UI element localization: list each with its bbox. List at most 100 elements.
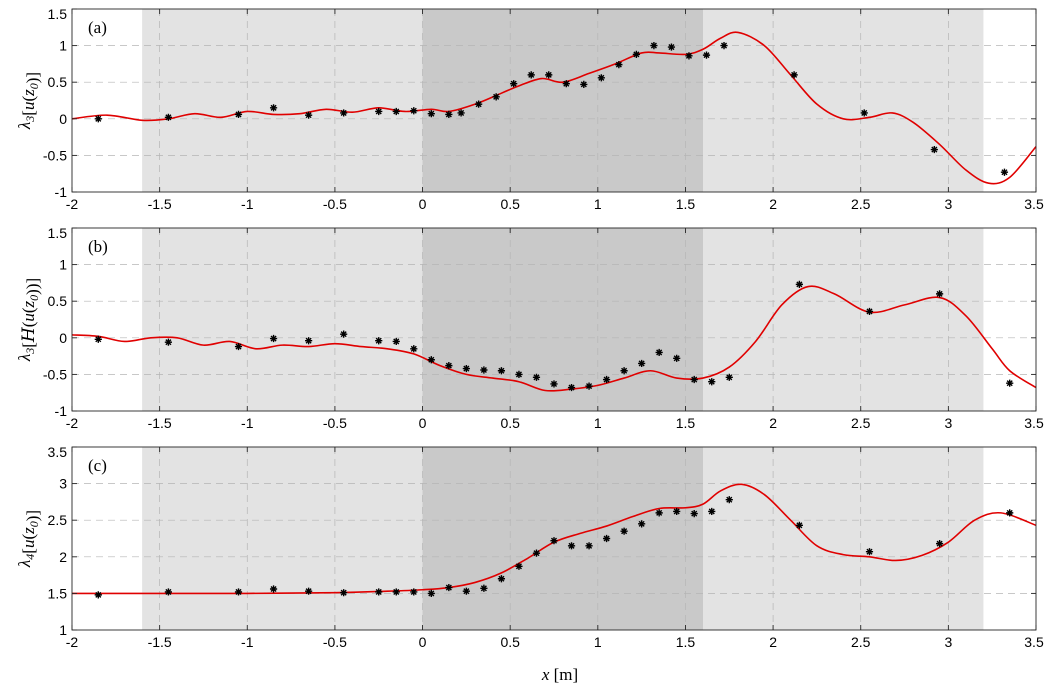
data-point-marker [545, 71, 553, 79]
data-point-marker [1006, 379, 1014, 387]
x-tick-label: -2 [66, 196, 79, 212]
axes-frame [71, 8, 1037, 193]
y-tick-label: 3 [59, 476, 67, 492]
data-point-marker [427, 110, 435, 118]
data-point-marker [790, 71, 798, 79]
x-tick-label: 1.5 [676, 196, 696, 212]
y-tick-label: -1 [55, 184, 68, 200]
y-tick-label: 1 [59, 622, 67, 638]
data-point-marker [725, 373, 733, 381]
data-point-marker [602, 534, 611, 543]
data-point-marker [410, 107, 418, 115]
y-tick-label: 0.5 [48, 74, 68, 90]
x-tick-label: 1.5 [676, 415, 696, 431]
data-point-marker [597, 74, 605, 82]
data-point-marker [515, 562, 523, 570]
y-axis-label: λ3[H(u(z0))] [15, 278, 42, 362]
y-tick-label: 2.5 [48, 512, 68, 528]
data-point-marker [462, 587, 470, 595]
panel-label: (a) [88, 18, 107, 37]
x-tick-label: 2 [769, 634, 777, 650]
y-tick-label: 0 [59, 111, 67, 127]
data-point-marker [375, 588, 383, 596]
data-point-marker [269, 104, 278, 112]
data-point-marker [865, 548, 874, 556]
data-point-marker [567, 383, 576, 392]
data-point-marker [725, 496, 733, 504]
x-tick-label: 1 [594, 196, 602, 212]
data-point-marker [585, 542, 593, 550]
y-tick-label: 0 [59, 330, 67, 346]
data-point-marker [690, 510, 698, 518]
model-curve [72, 483, 1037, 595]
data-point-marker [550, 380, 558, 388]
x-tick-label: -1.5 [148, 196, 172, 212]
data-point-marker [234, 110, 243, 119]
data-point-marker [632, 50, 640, 58]
data-point-marker [234, 588, 243, 596]
x-tick-label: -1 [241, 415, 254, 431]
data-point-marker [602, 375, 611, 384]
data-point-marker [410, 588, 418, 596]
data-point-marker [638, 359, 646, 368]
x-tick-label: -0.5 [323, 196, 347, 212]
y-tick-label: 0.5 [48, 293, 68, 309]
data-point-marker [445, 110, 453, 119]
data-point-marker [269, 334, 278, 343]
x-tick-label: 2 [769, 415, 777, 431]
inner-shaded-region [422, 228, 703, 411]
data-point-marker [667, 43, 676, 51]
data-point-marker [655, 509, 663, 517]
data-point-marker [527, 71, 535, 79]
x-axis-label: x [m] [541, 665, 578, 684]
data-point-marker [1006, 509, 1014, 517]
data-point-marker [497, 367, 506, 375]
data-point-marker [702, 51, 711, 59]
panel-label: (c) [88, 456, 107, 475]
data-point-marker [532, 549, 541, 557]
data-point-marker [375, 337, 383, 345]
panel-a: -2 -1.5 -1 -0.5 0 0.5 1 1.5 2 2.5 3 3.5 -1 -0.5 0 0.5 1 1… [15, 6, 1044, 212]
model-curve [71, 31, 1037, 185]
data-point-marker [492, 93, 500, 101]
data-point-marker [585, 382, 593, 390]
data-point-marker [708, 378, 716, 386]
data-point-marker [580, 80, 588, 88]
x-tick-label: -2 [66, 415, 79, 431]
data-point-marker [392, 588, 400, 596]
x-tick-label: -1 [241, 196, 254, 212]
data-point-marker [305, 111, 313, 119]
data-point-marker [480, 584, 488, 592]
data-point-marker [94, 335, 102, 343]
y-tick-label: 1 [59, 257, 67, 273]
x-tick-label: 2 [769, 196, 777, 212]
data-point-marker [532, 373, 541, 381]
data-point-marker [480, 366, 488, 374]
x-tick-label: 0 [419, 634, 427, 650]
x-tick-label: 3.5 [1024, 634, 1044, 650]
x-tick-label: 3 [944, 415, 952, 431]
data-point-marker [865, 307, 874, 316]
y-tick-label: 3.5 [48, 444, 68, 460]
data-point-marker [795, 521, 803, 529]
data-point-marker [497, 575, 506, 583]
x-tick-label: 2.5 [851, 196, 871, 212]
data-point-marker [410, 345, 418, 353]
data-point-marker [673, 507, 681, 516]
data-point-marker [510, 80, 518, 88]
data-point-marker [340, 589, 348, 597]
x-tick-label: -0.5 [323, 634, 347, 650]
data-point-marker [795, 280, 803, 288]
x-tick-label: 3.5 [1024, 415, 1044, 431]
data-point-marker [164, 338, 172, 346]
data-point-marker [562, 80, 570, 88]
y-tick-label: -0.5 [43, 147, 67, 163]
data-point-marker [930, 145, 938, 154]
x-tick-label: 1 [594, 634, 602, 650]
x-tick-label: 0.5 [500, 196, 520, 212]
x-tick-label: 2.5 [851, 415, 871, 431]
x-tick-label: -1.5 [148, 634, 172, 650]
data-point-marker [340, 109, 348, 117]
x-tick-label: 0 [419, 196, 427, 212]
data-point-marker [615, 61, 623, 69]
